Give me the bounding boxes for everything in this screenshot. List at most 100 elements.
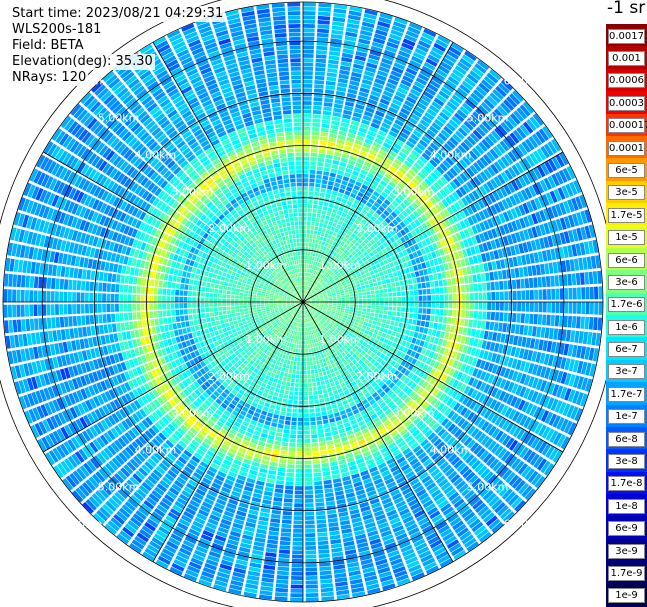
ppi-cell bbox=[367, 309, 371, 312]
ppi-cell bbox=[312, 213, 316, 217]
ppi-cell bbox=[305, 516, 314, 520]
ppi-cell bbox=[269, 431, 276, 436]
ppi-cell bbox=[290, 430, 296, 434]
ppi-cell bbox=[290, 387, 294, 391]
ppi-cell bbox=[332, 164, 339, 169]
ppi-cell bbox=[303, 157, 309, 161]
ppi-cell bbox=[372, 333, 377, 338]
ppi-cell bbox=[312, 256, 315, 260]
ppi-cell bbox=[579, 331, 584, 343]
ppi-cell bbox=[269, 377, 274, 382]
ppi-cell bbox=[303, 75, 313, 79]
ppi-cell bbox=[293, 348, 296, 352]
ppi-cell bbox=[322, 180, 328, 185]
ppi-cell bbox=[312, 136, 319, 140]
ppi-cell bbox=[334, 412, 340, 417]
ppi-cell bbox=[330, 382, 335, 387]
ppi-cell bbox=[539, 302, 543, 312]
ppi-cell bbox=[273, 445, 280, 450]
ppi-cell bbox=[359, 279, 364, 283]
ppi-cell bbox=[333, 108, 342, 113]
ppi-cell bbox=[278, 424, 284, 429]
ppi-cell bbox=[341, 293, 345, 295]
ppi-cell bbox=[332, 404, 338, 409]
ppi-cell bbox=[291, 568, 303, 572]
ppi-cell bbox=[303, 208, 307, 212]
ppi-cell bbox=[287, 468, 295, 472]
ppi-cell bbox=[553, 328, 558, 339]
ppi-cell bbox=[320, 141, 327, 146]
ppi-cell bbox=[318, 16, 331, 21]
ppi-cell bbox=[319, 149, 326, 154]
ppi-cell bbox=[500, 292, 504, 301]
ppi-cell bbox=[382, 333, 387, 338]
ppi-cell bbox=[468, 275, 473, 283]
ppi-cell bbox=[311, 434, 317, 438]
ppi-cell bbox=[458, 268, 463, 276]
ppi-cell bbox=[317, 425, 323, 429]
ppi-cell bbox=[358, 293, 362, 296]
ppi-cell bbox=[316, 412, 321, 416]
ppi-cell bbox=[311, 222, 315, 226]
ppi-cell bbox=[325, 493, 334, 498]
ppi-cell bbox=[311, 148, 318, 152]
ppi-cell bbox=[439, 287, 443, 293]
ppi-cell bbox=[376, 294, 380, 298]
ppi-cell bbox=[494, 271, 499, 280]
ppi-cell bbox=[304, 371, 307, 375]
ppi-cell bbox=[279, 393, 284, 398]
ppi-cell bbox=[527, 266, 532, 276]
ppi-cell bbox=[349, 309, 353, 312]
ppi-cell bbox=[264, 491, 273, 496]
ppi-cell bbox=[303, 80, 313, 84]
ppi-cell bbox=[303, 7, 316, 11]
ppi-cell bbox=[374, 286, 378, 290]
ppi-cell bbox=[337, 424, 344, 429]
ppi-cell bbox=[417, 264, 422, 270]
ppi-cell bbox=[367, 276, 372, 280]
ppi-cell bbox=[397, 307, 401, 311]
ppi-cell bbox=[304, 323, 305, 327]
ppi-cell bbox=[305, 268, 307, 272]
ppi-cell bbox=[410, 302, 414, 307]
ppi-cell bbox=[435, 309, 439, 315]
ppi-cell bbox=[326, 497, 335, 502]
ppi-cell bbox=[306, 332, 308, 336]
ppi-cell bbox=[305, 465, 312, 469]
ppi-cell bbox=[318, 205, 323, 209]
ppi-cell bbox=[275, 484, 283, 489]
ppi-cell bbox=[320, 219, 324, 224]
ppi-cell bbox=[304, 435, 310, 439]
ppi-cell bbox=[547, 302, 551, 313]
ppi-cell bbox=[294, 499, 303, 503]
ppi-cell bbox=[266, 417, 272, 422]
ppi-cell bbox=[303, 174, 309, 178]
ppi-cell bbox=[282, 354, 286, 358]
ppi-cell bbox=[330, 539, 341, 544]
ppi-cell bbox=[275, 436, 282, 441]
ppi-cell bbox=[291, 344, 294, 348]
ppi-cell bbox=[553, 262, 558, 273]
ppi-cell bbox=[319, 442, 326, 447]
ppi-cell bbox=[517, 302, 521, 311]
ppi-cell bbox=[308, 204, 312, 208]
ppi-cell bbox=[397, 302, 401, 306]
ppi-cell bbox=[313, 391, 317, 395]
ppi-cell bbox=[367, 298, 371, 301]
ppi-cell bbox=[425, 275, 430, 281]
ppi-cell bbox=[279, 415, 285, 420]
ppi-cell bbox=[389, 325, 394, 330]
ppi-cell bbox=[322, 415, 328, 420]
ppi-cell bbox=[379, 272, 384, 277]
ppi-cell bbox=[310, 413, 315, 417]
ppi-cell bbox=[504, 313, 508, 322]
ppi-cell bbox=[317, 24, 329, 29]
ppi-cell bbox=[328, 522, 338, 527]
ppi-cell bbox=[576, 273, 581, 285]
ppi-cell bbox=[333, 390, 338, 395]
ppi-cell bbox=[526, 302, 530, 312]
ppi-cell bbox=[303, 84, 312, 88]
ppi-cell bbox=[318, 390, 323, 395]
ppi-cell bbox=[298, 405, 303, 409]
ppi-cell bbox=[586, 287, 590, 299]
